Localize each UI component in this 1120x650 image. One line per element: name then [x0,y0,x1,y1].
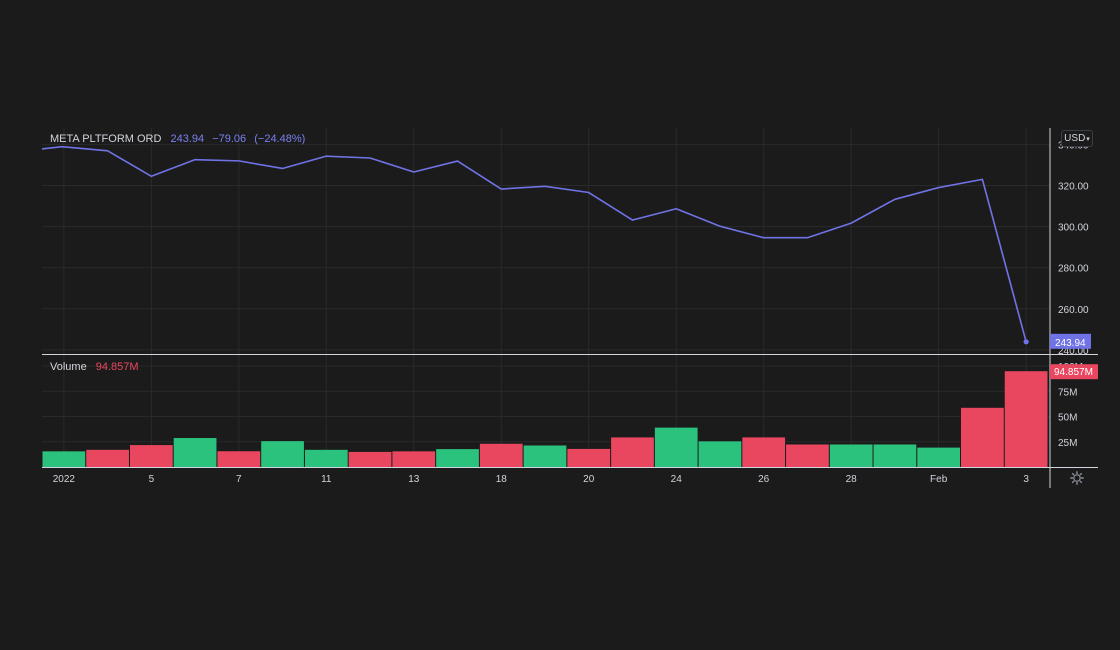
price-line [41,145,1029,345]
volume-bar [698,441,742,467]
volume-axis[interactable]: 25M50M75M100M94.857M [1050,362,1098,449]
currency-label: USD [1064,133,1086,144]
volume-bar [742,437,786,467]
volume-bar [873,444,917,467]
last-price-badge [1050,333,1091,349]
volume-title[interactable]: Volume [50,361,87,373]
grid-lines [42,128,1050,467]
volume-bar [392,451,436,467]
volume-tick-label: 25M [1058,438,1077,449]
price-change-percent: (−24.48%) [254,133,306,145]
time-tick-label: Feb [930,474,948,485]
volume-bar [479,443,523,467]
volume-bar [611,437,654,467]
volume-bar [129,445,173,467]
volume-bar [304,449,348,467]
time-tick-label: 13 [408,474,420,485]
volume-bar [917,447,961,467]
chevron-down-icon: ▾ [1086,135,1090,143]
price-tick-label: 280.00 [1058,264,1089,275]
volume-bar [961,407,1004,467]
volume-bar [567,448,611,467]
volume-bar [42,451,86,467]
time-tick-label: 28 [846,474,858,485]
last-volume-badge [1050,364,1098,380]
last-price-badge-label: 243.94 [1055,338,1086,349]
volume-bar [829,444,873,467]
price-tick-label: 240.00 [1058,346,1089,357]
time-tick-label: 3 [1023,474,1029,485]
price-tick-label: 320.00 [1058,182,1089,193]
volume-bar [523,445,567,467]
volume-bar [654,427,698,467]
volume-bar [436,449,479,467]
volume-tick-label: 75M [1058,387,1077,398]
price-legend: META PLTFORM ORD 243.94 −79.06 (−24.48%) [50,133,310,145]
time-tick-label: 7 [236,474,242,485]
volume-bar [786,444,829,467]
price-series-line [41,145,1027,343]
time-tick-label: 18 [496,474,508,485]
time-tick-label: 5 [149,474,155,485]
price-axis[interactable]: 240.00260.00280.00300.00320.00340.00243.… [1050,140,1091,357]
axes [42,128,1098,488]
volume-bars [42,371,1048,467]
price-change: −79.06 [212,133,247,145]
gear-icon[interactable] [1070,471,1084,485]
price-tick-label: 300.00 [1058,223,1089,234]
price-tick-label: 260.00 [1058,305,1089,316]
currency-button[interactable]: USD ▾ [1061,130,1093,147]
time-tick-label: 20 [583,474,595,485]
volume-bar [1004,371,1048,467]
volume-value: 94.857M [95,361,139,373]
time-tick-label: 11 [321,474,332,485]
last-price-point [1023,339,1029,345]
volume-bar [348,451,392,467]
symbol-title[interactable]: META PLTFORM ORD [50,133,162,145]
volume-bar [173,438,217,467]
last-price: 243.94 [170,133,205,145]
time-tick-label: 24 [671,474,683,485]
volume-legend: Volume 94.857M [50,361,139,373]
time-tick-label: 26 [758,474,770,485]
volume-bar [217,451,261,467]
time-axis[interactable]: 2022 5 7 11 13 18 20 24 26 28 Feb 3 [53,474,1030,485]
last-volume-badge-label: 94.857M [1054,367,1093,378]
volume-bar [86,449,129,467]
time-tick-label: 2022 [53,474,76,485]
volume-bar [261,441,304,467]
volume-tick-label: 50M [1058,413,1077,424]
